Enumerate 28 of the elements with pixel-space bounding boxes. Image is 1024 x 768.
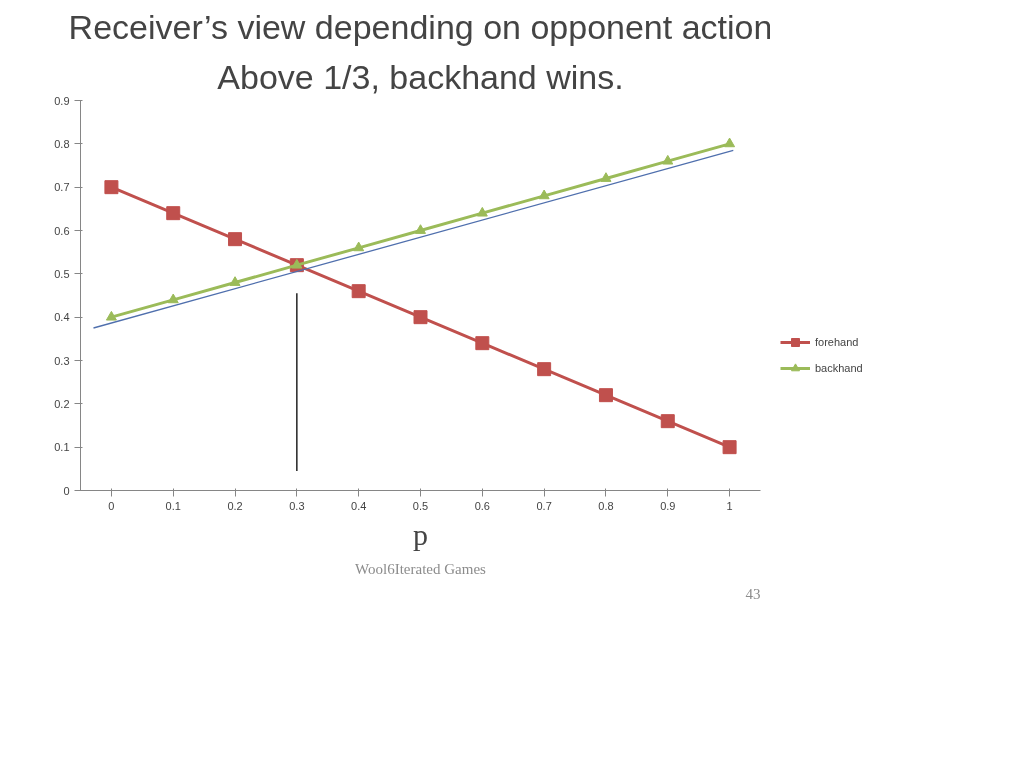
y-tick-label: 0 xyxy=(63,484,70,497)
legend-label: backhand xyxy=(815,362,863,374)
y-tick-label: 0.3 xyxy=(54,354,70,367)
x-tick-label: 0 xyxy=(108,499,115,512)
y-tick-label: 0.9 xyxy=(54,94,70,107)
y-tick-label: 0.6 xyxy=(54,224,70,237)
x-tick-label: 0.9 xyxy=(660,499,676,512)
x-tick-label: 0.5 xyxy=(412,499,429,512)
x-tick-label: 0.3 xyxy=(289,499,305,512)
y-tick-label: 0.2 xyxy=(54,397,70,410)
x-tick-label: 0.8 xyxy=(598,499,614,512)
chart-title: Receiver’s view depending on opponent action xyxy=(68,7,773,46)
x-tick-label: 0.6 xyxy=(474,499,490,512)
chart-subtitle: Above 1/3, backhand wins. xyxy=(217,57,624,96)
x-tick-label: 0.7 xyxy=(536,499,552,512)
x-axis-title: p xyxy=(413,517,428,551)
x-tick-label: 0.1 xyxy=(165,499,181,512)
x-tick-label: 0.2 xyxy=(227,499,243,512)
text: 43 xyxy=(745,585,761,602)
y-tick-label: 0.1 xyxy=(54,441,70,454)
text: Wool6Iterated Games xyxy=(355,560,487,577)
x-tick-label: 0.4 xyxy=(351,499,367,512)
y-tick-label: 0.7 xyxy=(54,181,70,194)
legend-label: forehand xyxy=(815,336,859,348)
x-tick-label: 1 xyxy=(726,499,733,512)
y-tick-label: 0.8 xyxy=(54,137,70,150)
y-tick-label: 0.5 xyxy=(54,267,70,280)
y-tick-label: 0.4 xyxy=(54,311,70,324)
